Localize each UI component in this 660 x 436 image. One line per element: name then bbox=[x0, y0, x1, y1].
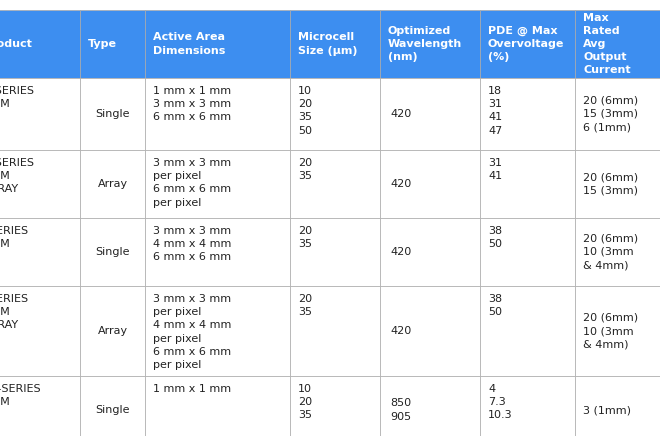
Text: Array: Array bbox=[98, 179, 127, 189]
Text: Max
Rated
Avg
Output
Current: Max Rated Avg Output Current bbox=[583, 13, 630, 75]
Text: 3 mm x 3 mm
per pixel
6 mm x 6 mm
per pixel: 3 mm x 3 mm per pixel 6 mm x 6 mm per pi… bbox=[153, 158, 231, 208]
Bar bbox=[480, 150, 575, 218]
Text: 420: 420 bbox=[390, 179, 411, 189]
Text: Single: Single bbox=[95, 405, 130, 415]
Bar bbox=[575, 10, 660, 78]
Text: Product: Product bbox=[0, 39, 32, 49]
Bar bbox=[480, 78, 575, 150]
Text: 420: 420 bbox=[390, 109, 411, 119]
Text: 3 mm x 3 mm
4 mm x 4 mm
6 mm x 6 mm: 3 mm x 3 mm 4 mm x 4 mm 6 mm x 6 mm bbox=[153, 226, 232, 262]
Text: 20
35: 20 35 bbox=[298, 294, 312, 317]
Bar bbox=[380, 10, 480, 78]
Text: 20 (6mm)
15 (3mm): 20 (6mm) 15 (3mm) bbox=[583, 172, 638, 196]
Bar bbox=[290, 10, 380, 78]
Bar bbox=[380, 218, 480, 286]
Text: Single: Single bbox=[95, 109, 130, 119]
Bar bbox=[380, 150, 480, 218]
Text: Optimized
Wavelength
(nm): Optimized Wavelength (nm) bbox=[388, 26, 462, 62]
Text: RB-SERIES
SIPM: RB-SERIES SIPM bbox=[0, 384, 42, 407]
Bar bbox=[575, 218, 660, 286]
Bar bbox=[80, 376, 145, 436]
Text: 420: 420 bbox=[390, 326, 411, 336]
Text: J-SERIES
SIPM: J-SERIES SIPM bbox=[0, 226, 29, 249]
Bar bbox=[0, 218, 80, 286]
Text: 3 (1mm): 3 (1mm) bbox=[583, 405, 631, 415]
Bar bbox=[290, 150, 380, 218]
Bar bbox=[380, 78, 480, 150]
Bar bbox=[575, 78, 660, 150]
Bar bbox=[80, 218, 145, 286]
Text: 20 (6mm)
10 (3mm
& 4mm): 20 (6mm) 10 (3mm & 4mm) bbox=[583, 234, 638, 270]
Bar bbox=[145, 376, 290, 436]
Bar bbox=[290, 376, 380, 436]
Text: Microcell
Size (μm): Microcell Size (μm) bbox=[298, 32, 358, 56]
Bar bbox=[575, 150, 660, 218]
Bar bbox=[80, 78, 145, 150]
Text: 10
20
35
50: 10 20 35 50 bbox=[298, 86, 312, 136]
Text: Single: Single bbox=[95, 247, 130, 257]
Bar bbox=[0, 10, 80, 78]
Text: 1 mm x 1 mm: 1 mm x 1 mm bbox=[153, 384, 231, 394]
Text: Array: Array bbox=[98, 326, 127, 336]
Text: PDE @ Max
Overvoltage
(%): PDE @ Max Overvoltage (%) bbox=[488, 26, 564, 62]
Text: 38
50: 38 50 bbox=[488, 294, 502, 317]
Text: C-SERIES
SIPM
ARRAY: C-SERIES SIPM ARRAY bbox=[0, 158, 34, 194]
Bar bbox=[575, 376, 660, 436]
Bar bbox=[480, 286, 575, 376]
Text: 3 mm x 3 mm
per pixel
4 mm x 4 mm
per pixel
6 mm x 6 mm
per pixel: 3 mm x 3 mm per pixel 4 mm x 4 mm per pi… bbox=[153, 294, 232, 370]
Bar bbox=[145, 10, 290, 78]
Bar bbox=[480, 376, 575, 436]
Text: 10
20
35: 10 20 35 bbox=[298, 384, 312, 420]
Bar bbox=[80, 286, 145, 376]
Bar bbox=[290, 78, 380, 150]
Text: J-SERIES
SIPM
ARRAY: J-SERIES SIPM ARRAY bbox=[0, 294, 29, 330]
Bar bbox=[0, 286, 80, 376]
Text: 31
41: 31 41 bbox=[488, 158, 502, 181]
Bar bbox=[380, 286, 480, 376]
Bar bbox=[145, 78, 290, 150]
Text: 20
35: 20 35 bbox=[298, 158, 312, 181]
Text: 38
50: 38 50 bbox=[488, 226, 502, 249]
Bar bbox=[0, 150, 80, 218]
Bar bbox=[80, 10, 145, 78]
Bar bbox=[480, 10, 575, 78]
Bar bbox=[0, 376, 80, 436]
Bar bbox=[145, 218, 290, 286]
Bar bbox=[80, 150, 145, 218]
Bar bbox=[145, 150, 290, 218]
Text: 4
7.3
10.3: 4 7.3 10.3 bbox=[488, 384, 513, 420]
Text: 18
31
41
47: 18 31 41 47 bbox=[488, 86, 502, 136]
Text: Active Area
Dimensions: Active Area Dimensions bbox=[153, 32, 225, 56]
Text: Type: Type bbox=[88, 39, 117, 49]
Text: 420: 420 bbox=[390, 247, 411, 257]
Text: C-SERIES
SIPM: C-SERIES SIPM bbox=[0, 86, 34, 109]
Bar bbox=[480, 218, 575, 286]
Bar bbox=[575, 286, 660, 376]
Bar bbox=[290, 218, 380, 286]
Text: 850
905: 850 905 bbox=[390, 399, 411, 422]
Bar bbox=[0, 78, 80, 150]
Text: 20 (6mm)
15 (3mm)
6 (1mm): 20 (6mm) 15 (3mm) 6 (1mm) bbox=[583, 96, 638, 132]
Text: 1 mm x 1 mm
3 mm x 3 mm
6 mm x 6 mm: 1 mm x 1 mm 3 mm x 3 mm 6 mm x 6 mm bbox=[153, 86, 231, 123]
Bar bbox=[145, 286, 290, 376]
Text: 20 (6mm)
10 (3mm
& 4mm): 20 (6mm) 10 (3mm & 4mm) bbox=[583, 313, 638, 349]
Bar bbox=[380, 376, 480, 436]
Text: 20
35: 20 35 bbox=[298, 226, 312, 249]
Bar bbox=[290, 286, 380, 376]
